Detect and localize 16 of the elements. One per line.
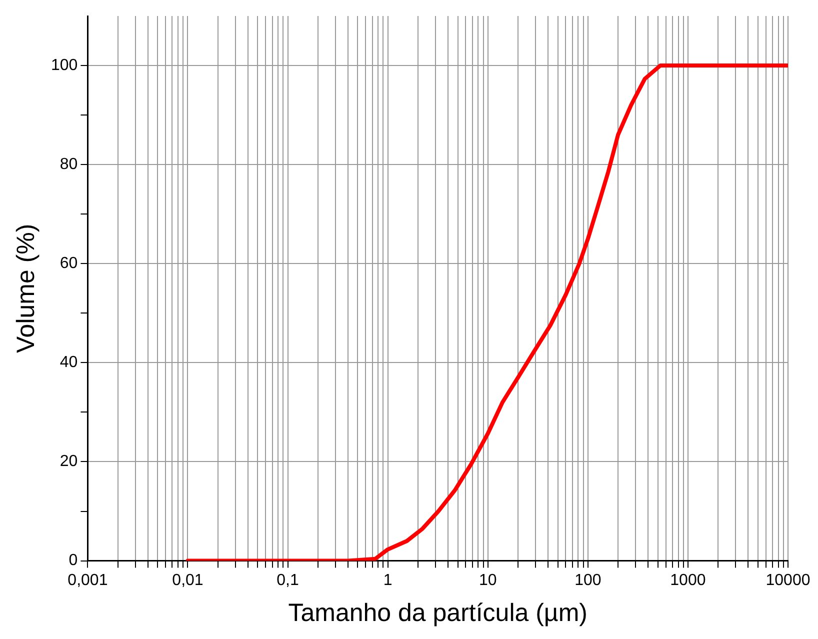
y-tick-label: 20 bbox=[60, 453, 78, 470]
x-axis-title: Tamanho da partícula (µm) bbox=[288, 598, 588, 627]
y-tick-label: 40 bbox=[60, 354, 78, 372]
x-tick-label: 100 bbox=[574, 572, 602, 589]
y-tick-label: 0 bbox=[68, 552, 78, 570]
y-tick-label: 60 bbox=[60, 255, 78, 272]
x-tick-label: 10000 bbox=[766, 572, 810, 589]
y-tick-label: 80 bbox=[60, 156, 78, 173]
x-tick-label: 0,001 bbox=[68, 572, 108, 589]
x-tick-label: 0,01 bbox=[172, 572, 204, 589]
x-tick-label: 10 bbox=[478, 572, 497, 589]
x-tick-label: 1 bbox=[383, 572, 392, 589]
x-tick-label: 1000 bbox=[670, 572, 706, 589]
y-tick-label: 100 bbox=[50, 56, 78, 74]
x-tick-label: 0,1 bbox=[276, 572, 299, 589]
y-axis-title: Volume (%) bbox=[12, 224, 40, 354]
